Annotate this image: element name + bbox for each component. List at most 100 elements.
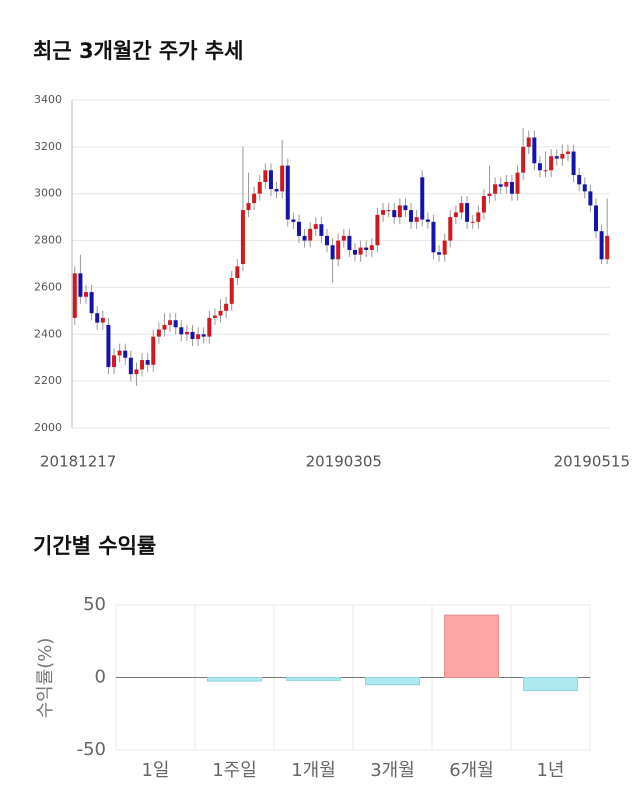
candle-body [369, 245, 374, 250]
candle-body [481, 196, 486, 213]
x-tick-label: 3개월 [370, 760, 415, 781]
candle-body [229, 278, 234, 304]
candle-body [319, 224, 324, 236]
candle-body [554, 156, 559, 159]
candle-body [117, 350, 122, 356]
candle-body [190, 331, 195, 339]
candle-body [336, 240, 341, 260]
candle-body [537, 163, 542, 171]
x-tick-label: 1주일 [212, 760, 257, 781]
candle-body [414, 217, 419, 222]
candle-body [84, 292, 89, 297]
candle-body [308, 228, 313, 241]
candle-body [179, 327, 184, 335]
candle-body [487, 193, 492, 197]
candle-body [224, 303, 229, 311]
candle-body [465, 203, 470, 222]
y-tick-label: 50 [83, 594, 106, 615]
candle-body [437, 252, 442, 255]
x-tick-label: 6개월 [449, 760, 494, 781]
candle-body [504, 182, 509, 187]
candle-body [162, 324, 167, 330]
candle-body [145, 360, 150, 365]
candle-body [302, 235, 307, 241]
candle-body [571, 151, 576, 175]
candle-body [375, 214, 380, 246]
bar [365, 677, 420, 686]
bar [444, 614, 499, 679]
candle-body [95, 313, 100, 323]
candle-body [330, 245, 335, 260]
candle-body [100, 317, 105, 323]
candle-body [78, 273, 83, 297]
candle-body [425, 219, 430, 222]
candle-body [296, 221, 301, 236]
candle-body [577, 174, 582, 185]
candle-body [128, 357, 133, 375]
bar [286, 677, 341, 681]
y-tick-label: 2400 [34, 327, 62, 340]
candle-body [532, 137, 537, 164]
candle-body [173, 320, 178, 328]
y-tick-label: 2200 [34, 374, 62, 387]
candle-body [134, 369, 139, 375]
candle-body [112, 355, 117, 368]
candle-body [324, 235, 329, 246]
candle-body [549, 156, 554, 171]
y-tick-label: -50 [77, 739, 106, 760]
candle-body [431, 221, 436, 253]
candle-body [72, 273, 77, 318]
candle-body [459, 203, 464, 213]
y-axis-label: 수익률(%) [35, 638, 56, 719]
x-tick-label: 1일 [141, 760, 169, 781]
candle-body [521, 146, 526, 173]
candle-body [274, 189, 279, 192]
candle-body [493, 184, 498, 194]
candle-body [509, 182, 514, 194]
candle-body [201, 334, 206, 337]
candle-body [392, 210, 397, 218]
candle-body [397, 205, 402, 218]
candle-body [218, 310, 223, 316]
candle-body [140, 360, 145, 370]
candle-body [453, 212, 458, 218]
candle-body [347, 235, 352, 250]
candle-body [358, 247, 363, 255]
candle-body [543, 170, 548, 172]
candle-body [515, 172, 520, 194]
chart-title: 기간별 수익률 [33, 534, 156, 558]
bar [523, 677, 578, 692]
y-tick-label: 3400 [34, 93, 62, 106]
candle-body [280, 165, 285, 192]
y-tick-label: 2600 [34, 280, 62, 293]
y-tick-label: 3200 [34, 140, 62, 153]
candle-body [364, 247, 369, 250]
candle-body [257, 182, 262, 194]
candle-body [448, 217, 453, 241]
candle-body [605, 235, 610, 260]
candle-body [207, 317, 212, 337]
candle-body [599, 231, 604, 260]
candle-body [442, 240, 447, 255]
candle-body [313, 224, 318, 229]
x-tick-label: 20181217 [40, 453, 116, 471]
candle-body [582, 184, 587, 192]
candle-body [168, 320, 173, 325]
candle-body [89, 292, 94, 314]
candle-body [470, 221, 475, 223]
candle-body [184, 331, 189, 335]
candle-body [123, 350, 128, 358]
candle-body [235, 266, 240, 279]
candle-body [252, 193, 257, 204]
candle-body [353, 249, 358, 255]
x-tick-label: 1개월 [291, 760, 336, 781]
candle-body [212, 315, 217, 318]
y-tick-label: 3000 [34, 187, 62, 200]
candle-body [560, 153, 565, 159]
candle-body [420, 177, 425, 220]
candle-body [106, 324, 111, 368]
candle-body [291, 219, 296, 222]
y-tick-label: 2000 [34, 421, 62, 434]
